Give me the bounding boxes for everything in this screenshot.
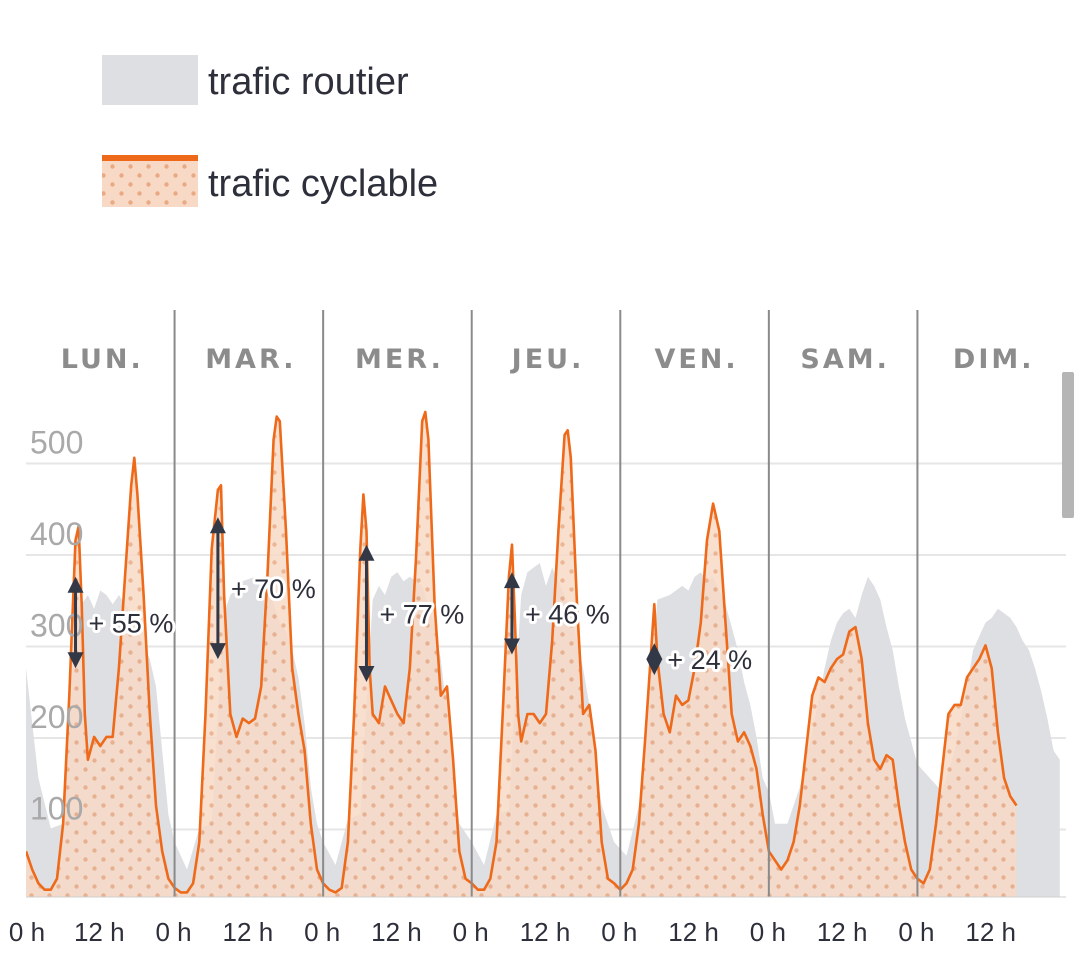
x-tick-5: 12 h bbox=[371, 917, 422, 947]
legend-label-bike: trafic cyclable bbox=[208, 163, 438, 205]
annotation-arrow-up bbox=[358, 544, 375, 561]
x-tick-4: 0 h bbox=[304, 917, 340, 947]
legend-label-road: trafic routier bbox=[208, 61, 409, 103]
annotation-1: + 70 % bbox=[209, 517, 319, 660]
x-tick-10: 0 h bbox=[750, 917, 786, 947]
x-tick-9: 12 h bbox=[668, 917, 719, 947]
legend-swatch-bike-line bbox=[102, 155, 198, 161]
legend-swatch-road bbox=[102, 55, 198, 105]
x-tick-8: 0 h bbox=[601, 917, 637, 947]
legend-swatch-bike bbox=[102, 157, 198, 207]
x-axis-ticks: 0 h 12 h 0 h 12 h 0 h 12 h 0 h 12 h 0 h 12 h 0 h 12… bbox=[9, 917, 1016, 947]
day-separators bbox=[26, 310, 1066, 898]
annotation-label: + 70 % bbox=[231, 574, 316, 604]
day-label-5: SAM. bbox=[800, 344, 889, 375]
annotation-label: + 77 % bbox=[379, 599, 464, 629]
annotation-arrow-up bbox=[209, 517, 226, 534]
x-tick-13: 12 h bbox=[965, 917, 1016, 947]
annotation-label: + 55 % bbox=[89, 609, 174, 639]
annotation-3: + 46 % bbox=[503, 572, 613, 655]
annotations: + 55 % + 70 % + 77 % + 46 % + 24 % bbox=[67, 517, 755, 682]
x-tick-3: 12 h bbox=[223, 917, 274, 947]
annotation-0: + 55 % bbox=[67, 576, 176, 669]
bike-traffic-area bbox=[26, 412, 1017, 897]
y-tick-100: 100 bbox=[30, 791, 83, 827]
x-tick-0: 0 h bbox=[9, 917, 45, 947]
x-tick-2: 0 h bbox=[155, 917, 191, 947]
annotation-label: + 46 % bbox=[525, 599, 610, 629]
annotation-arrow-down bbox=[209, 643, 226, 660]
annotation-2: + 77 % bbox=[358, 544, 467, 682]
bike-traffic-line bbox=[26, 410, 1018, 894]
annotation-arrow-down bbox=[358, 665, 375, 682]
day-label-2: MER. bbox=[355, 344, 444, 375]
annotation-label: + 24 % bbox=[667, 645, 752, 675]
annotation-arrow-down bbox=[503, 638, 520, 655]
y-tick-200: 200 bbox=[30, 699, 83, 735]
annotation-arrow-up bbox=[503, 572, 520, 589]
legend: trafic routier trafic cyclable bbox=[102, 55, 438, 207]
day-label-0: LUN. bbox=[61, 344, 144, 375]
x-tick-11: 12 h bbox=[817, 917, 868, 947]
x-tick-12: 0 h bbox=[898, 917, 934, 947]
x-tick-7: 12 h bbox=[520, 917, 571, 947]
day-label-6: DIM. bbox=[953, 344, 1035, 375]
series-areas bbox=[26, 410, 1060, 897]
annotation-4: + 24 % bbox=[646, 642, 755, 678]
annotation-diamond bbox=[646, 643, 663, 676]
day-label-4: VEN. bbox=[654, 344, 738, 375]
x-tick-1: 12 h bbox=[74, 917, 125, 947]
annotation-arrow-up bbox=[67, 576, 84, 593]
day-label-3: JEU. bbox=[510, 344, 585, 375]
scrollbar-thumb[interactable] bbox=[1062, 372, 1074, 518]
y-tick-400: 400 bbox=[30, 516, 83, 552]
day-label-1: MAR. bbox=[205, 344, 296, 375]
annotation-arrow-down bbox=[67, 652, 84, 669]
y-tick-500: 500 bbox=[30, 425, 83, 461]
x-tick-6: 0 h bbox=[453, 917, 489, 947]
day-labels: LUN. MAR. MER. JEU. VEN. SAM. DIM. bbox=[61, 344, 1035, 375]
